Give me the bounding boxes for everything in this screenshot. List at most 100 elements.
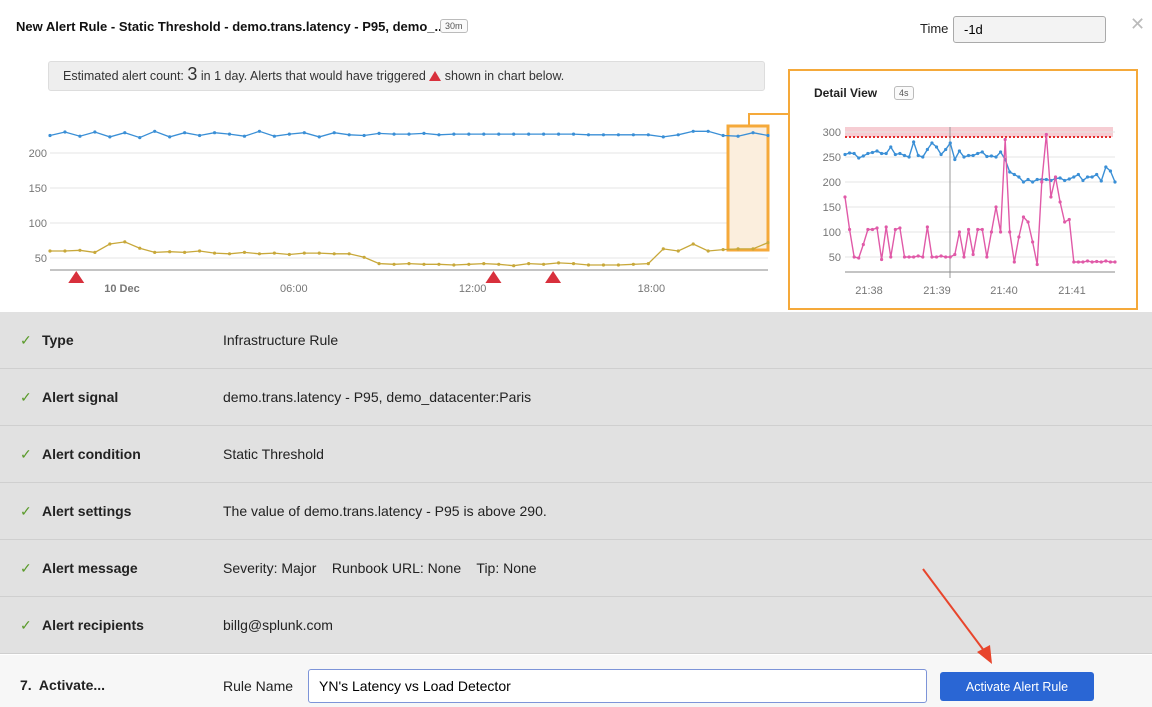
data-point: [362, 133, 366, 138]
data-point: [571, 132, 576, 136]
data-point: [1076, 172, 1080, 177]
detail-view-title: Detail View: [814, 86, 878, 100]
data-point: [422, 131, 426, 135]
data-point: [921, 155, 925, 159]
data-point: [857, 156, 861, 160]
step-alert-signal[interactable]: ✓ Alert signal demo.trans.latency - P95, d…: [0, 369, 1152, 426]
data-point: [601, 133, 606, 137]
activate-alert-rule-button[interactable]: Activate Alert Rule: [940, 672, 1094, 701]
data-point: [212, 131, 217, 135]
data-point: [646, 133, 650, 137]
detail-chart[interactable]: 50 100 150 200 250 300 21:38 21:39 21:40 21:41: [790, 71, 1136, 308]
data-point: [287, 252, 291, 257]
data-point: [1113, 180, 1117, 184]
step-alert-settings[interactable]: ✓ Alert settings The value of demo.trans.l…: [0, 483, 1152, 540]
data-point: [78, 248, 82, 252]
alert-marker: [485, 271, 502, 283]
data-point: [347, 133, 351, 137]
data-point: [934, 255, 939, 259]
x-tick-label: 21:39: [923, 285, 951, 297]
data-point: [1063, 178, 1067, 183]
step-alert-message[interactable]: ✓ Alert message Severity: Major Runbook UR…: [0, 540, 1152, 597]
data-point: [1067, 177, 1071, 181]
data-point: [242, 250, 247, 254]
x-tick-label: 10 Dec: [104, 283, 139, 295]
data-point: [939, 152, 943, 157]
detail-view-panel: 50 100 150 200 250 300 21:38 21:39 21:40 21:41 De…: [788, 69, 1138, 310]
data-point: [994, 155, 998, 159]
data-point: [957, 149, 962, 153]
data-point: [197, 249, 202, 253]
data-point: [512, 132, 516, 136]
data-point: [766, 133, 770, 138]
time-input[interactable]: [953, 16, 1106, 43]
data-point: [542, 262, 546, 266]
data-point: [1017, 235, 1021, 239]
data-point: [661, 135, 665, 139]
data-point: [884, 225, 888, 229]
check-icon: ✓: [20, 331, 32, 348]
step-value: Static Threshold: [223, 446, 324, 462]
rule-name-input[interactable]: [308, 669, 927, 703]
check-icon: ✓: [20, 445, 32, 462]
data-point: [857, 256, 861, 260]
data-point: [1090, 260, 1094, 264]
alert-estimate-banner: Estimated alert count: 3 in 1 day. Alert…: [48, 61, 765, 91]
step-alert-recipients[interactable]: ✓ Alert recipients billg@splunk.com: [0, 597, 1152, 654]
data-point: [332, 131, 336, 135]
x-tick-label: 21:40: [990, 285, 1018, 297]
data-point: [843, 152, 847, 157]
data-point: [843, 195, 847, 199]
data-point: [721, 248, 725, 252]
data-point: [1072, 260, 1076, 264]
data-point: [1072, 175, 1076, 179]
data-point: [497, 262, 501, 266]
data-point: [930, 141, 934, 145]
data-point: [108, 242, 112, 246]
data-point: [377, 131, 381, 135]
data-point: [437, 262, 441, 266]
data-point: [1026, 177, 1030, 182]
data-point: [751, 247, 755, 251]
data-point: [989, 230, 994, 234]
data-point: [467, 132, 471, 136]
data-point: [168, 135, 172, 139]
data-point: [944, 255, 948, 259]
x-tick-label: 21:38: [855, 285, 883, 297]
data-point: [691, 242, 695, 246]
rule-steps: ✓ Type Infrastructure Rule ✓ Alert signal de…: [0, 312, 1152, 654]
data-point: [870, 227, 875, 232]
data-point: [893, 227, 897, 232]
step-label: Alert settings: [42, 503, 132, 519]
data-point: [631, 262, 635, 266]
y-tick-label: 150: [823, 202, 841, 214]
data-point: [852, 151, 856, 156]
data-point: [153, 250, 157, 254]
data-point: [852, 255, 856, 259]
close-icon[interactable]: ✕: [1130, 14, 1146, 34]
data-point: [317, 135, 321, 139]
data-point: [1008, 170, 1012, 174]
detail-connector: [748, 113, 790, 127]
time-label: Time: [920, 21, 949, 36]
data-point: [880, 257, 884, 262]
data-point: [884, 151, 888, 156]
data-point: [880, 151, 884, 156]
detail-window: [726, 124, 770, 252]
data-point: [902, 255, 907, 259]
data-point: [78, 134, 82, 138]
data-point: [962, 155, 966, 159]
step-label: Type: [42, 332, 74, 348]
step-type[interactable]: ✓ Type Infrastructure Rule: [0, 312, 1152, 369]
data-point: [980, 150, 984, 154]
data-point: [123, 131, 127, 135]
data-point: [138, 136, 142, 140]
data-point: [242, 134, 247, 138]
step-alert-condition[interactable]: ✓ Alert condition Static Threshold: [0, 426, 1152, 483]
data-point: [870, 150, 875, 155]
check-icon: ✓: [20, 388, 32, 405]
data-point: [661, 247, 665, 251]
main-chart[interactable]: 50 100 150 200 10 Dec 06:00 12:00 18:00: [0, 95, 780, 310]
data-point: [971, 153, 975, 158]
data-point: [317, 251, 321, 255]
